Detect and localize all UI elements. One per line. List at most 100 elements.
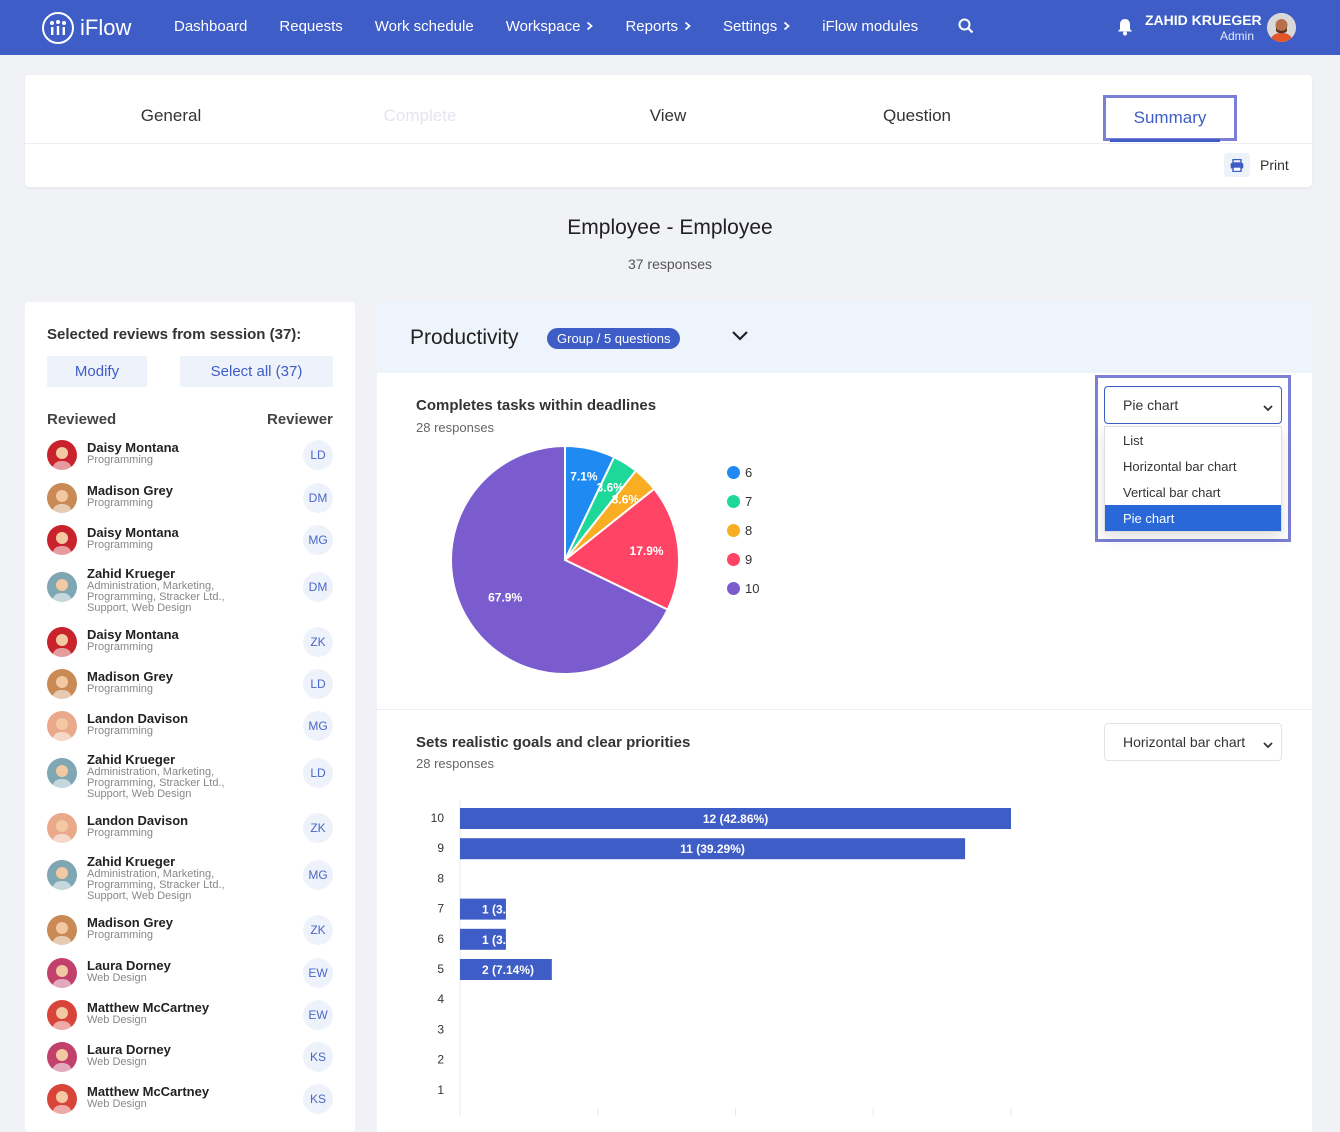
reviewed-department: Web Design (87, 1056, 147, 1068)
reviewed-name: Madison Grey (87, 669, 173, 684)
tab-general[interactable]: General (140, 106, 202, 125)
avatar (47, 711, 77, 741)
avatar (47, 915, 77, 945)
group-header[interactable]: Productivity Group / 5 questions (377, 302, 1312, 373)
pie-slice[interactable] (450, 444, 669, 675)
question-title: Sets realistic goals and clear prioritie… (416, 734, 691, 751)
chart-type-option[interactable]: List (1123, 432, 1144, 448)
reviewed-name: Laura Dorney (87, 1042, 171, 1057)
reviewer-badge[interactable]: DM (303, 483, 333, 513)
avatar (47, 669, 77, 699)
group-title: Productivity (410, 326, 519, 349)
active-tab-indicator (1110, 139, 1220, 142)
reviewed-department: Programming (87, 454, 154, 466)
search-icon[interactable] (958, 18, 974, 39)
bar[interactable] (460, 928, 506, 950)
horizontal-bar-chart: 10 12 (42.86%) 9 11 (39.29%) 8 7 1 (3.57%) 6 1 (… (431, 800, 1012, 1116)
summary-panel: Productivity Group / 5 questions Complet… (377, 302, 1312, 1132)
avatar (47, 958, 77, 988)
reviewer-badge[interactable]: LD (303, 758, 333, 788)
logo-text: iFlow (80, 15, 132, 40)
y-tick-label: 1 (437, 1083, 444, 1097)
reviewer-badge[interactable]: ZK (303, 813, 333, 843)
reviewed-name: Daisy Montana (87, 440, 179, 455)
nav-item-work-schedule[interactable]: Work schedule (375, 18, 474, 35)
nav-item-reports[interactable]: Reports (625, 18, 691, 35)
tabs-card: General Complete View Question Summary P… (25, 75, 1312, 187)
logo[interactable]: iFlow (42, 12, 131, 44)
chart-type-select[interactable]: Pie chart (1104, 386, 1282, 424)
reviewed-department: Programming (87, 725, 154, 737)
tab-view[interactable]: View (649, 106, 687, 125)
nav-item-label: Work schedule (374, 18, 474, 35)
nav-item-workspace[interactable]: Workspace (506, 18, 594, 35)
chart-type-option[interactable]: Pie chart (1105, 505, 1281, 531)
reviewer-badge[interactable]: MG (303, 711, 333, 741)
y-tick-label: 9 (437, 841, 444, 855)
legend-item[interactable]: 6 (727, 465, 752, 480)
bar[interactable] (460, 808, 1011, 829)
reviewed-department: Administration, Marketing, Programming, … (87, 868, 225, 902)
avatar (47, 572, 77, 602)
reviewed-name: Daisy Montana (87, 525, 179, 540)
logo-icon (42, 12, 74, 44)
nav-item-settings[interactable]: Settings (723, 18, 791, 35)
reviewer-badge[interactable]: MG (303, 525, 333, 555)
reviewer-badge[interactable]: KS (303, 1084, 333, 1114)
nav-item-dashboard[interactable]: Dashboard (174, 18, 247, 35)
reviewed-department: Administration, Marketing, Programming, … (87, 766, 225, 800)
nav-item-requests[interactable]: Requests (279, 18, 342, 35)
legend-label: 8 (745, 523, 753, 538)
legend-item[interactable]: 8 (727, 523, 752, 538)
bar[interactable] (460, 898, 506, 920)
bar-value-label: 2 (7.14%) (482, 963, 534, 977)
main-menu: Dashboard Requests Work schedule Workspace R… (174, 18, 950, 35)
reviewer-badge[interactable]: LD (303, 669, 333, 699)
avatar (47, 525, 77, 555)
modify-button[interactable]: Modify (47, 356, 147, 387)
reviewer-badge[interactable]: EW (303, 1000, 333, 1030)
reviewer-badge[interactable]: ZK (303, 627, 333, 657)
tab-question[interactable]: Question (882, 106, 952, 125)
reviewer-badge[interactable]: DM (303, 572, 333, 602)
pie-slice-label: 17.9% (630, 544, 664, 558)
bar[interactable] (460, 838, 966, 860)
tab-complete: Complete (383, 106, 457, 125)
chevron-down-icon[interactable] (731, 328, 749, 346)
reviewed-name: Daisy Montana (87, 627, 179, 642)
bar-value-label: 11 (39.29%) (680, 842, 745, 856)
user-name[interactable]: ZAHID KRUEGER (1145, 12, 1262, 28)
reviewed-department: Programming (87, 683, 154, 695)
chevron-down-icon (1263, 399, 1273, 415)
bar[interactable] (460, 959, 552, 980)
nav-item-label: Workspace (505, 18, 581, 35)
user-avatar[interactable] (1267, 13, 1296, 42)
reviewed-department: Programming (87, 641, 154, 653)
reviewer-badge[interactable]: KS (303, 1042, 333, 1072)
reviewer-badge[interactable]: LD (303, 440, 333, 470)
pie-slice[interactable] (563, 487, 680, 611)
y-tick-label: 7 (437, 902, 444, 916)
reviewer-badge[interactable]: ZK (303, 915, 333, 945)
reviews-panel-title: Selected reviews from session (37): (47, 326, 302, 343)
legend-item[interactable]: 10 (727, 581, 759, 596)
chart-type-option[interactable]: Vertical bar chart (1123, 484, 1221, 500)
chart-type-options: List Horizontal bar chart Vertical bar cha… (1104, 426, 1282, 532)
reviewed-department: Web Design (87, 972, 147, 984)
tab-summary[interactable]: Summary (1103, 95, 1237, 141)
legend-item[interactable]: 9 (727, 552, 752, 567)
column-header-reviewer: Reviewer (267, 411, 333, 428)
pie-slice-label: 3.6% (612, 492, 640, 506)
reviewed-name: Zahid Krueger (87, 854, 176, 869)
chart-type-option[interactable]: Horizontal bar chart (1123, 458, 1237, 474)
reviewer-badge[interactable]: EW (303, 958, 333, 988)
print-button[interactable]: Print (1224, 153, 1289, 177)
reviewer-badge[interactable]: MG (303, 860, 333, 890)
chart-type-select[interactable]: Horizontal bar chart (1104, 723, 1282, 761)
avatar (47, 440, 77, 470)
nav-item-iflow-modules[interactable]: iFlow modules (822, 18, 918, 35)
legend-item[interactable]: 7 (727, 494, 752, 509)
bell-icon[interactable] (1117, 18, 1133, 41)
select-all-button[interactable]: Select all (37) (180, 356, 333, 387)
reviewed-name: Landon Davison (87, 813, 189, 828)
